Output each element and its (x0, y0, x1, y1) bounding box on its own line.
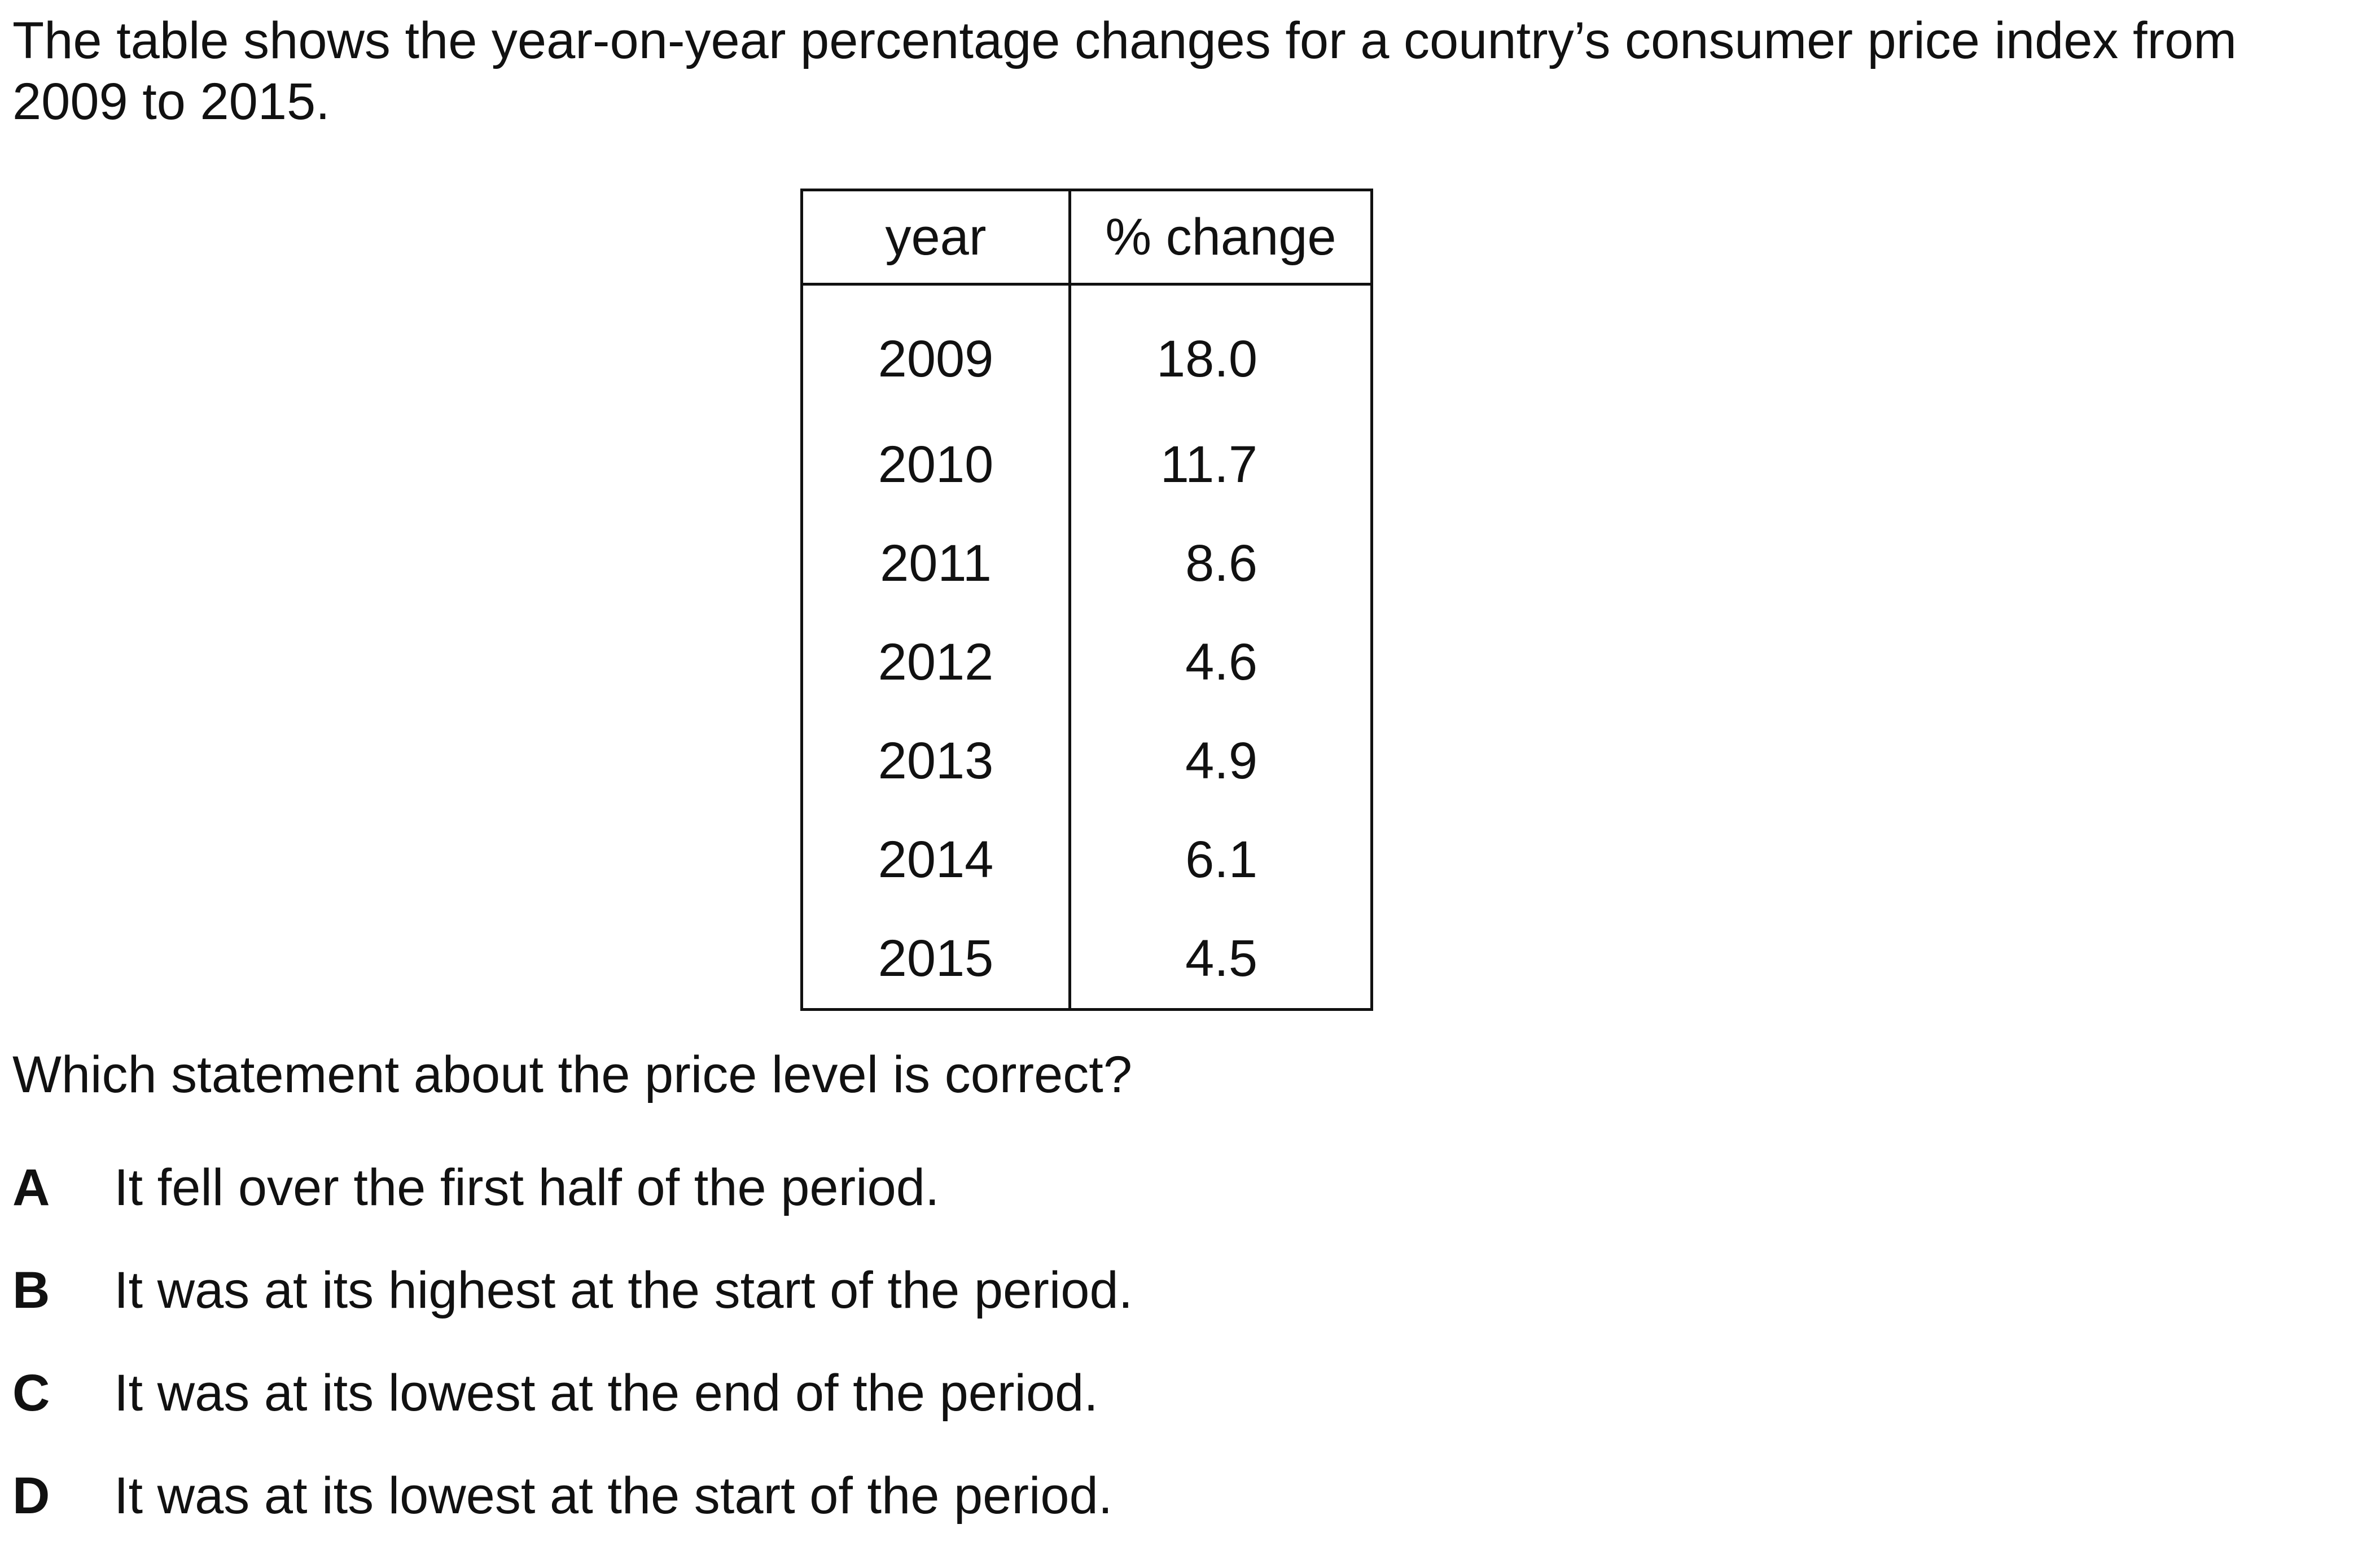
year-cell: 2012 (801, 613, 1071, 712)
year-cell: 2014 (801, 811, 1071, 909)
option-text: It was at its lowest at the end of the p… (114, 1364, 1098, 1422)
year-cell: 2009 (801, 284, 1071, 415)
change-cell: 4.9 (1185, 732, 1257, 790)
option-letter: B (12, 1262, 50, 1319)
table-row: 2010 11.7 (801, 415, 1372, 514)
year-column-header: year (801, 190, 1071, 286)
change-cell: 4.5 (1185, 930, 1257, 987)
option-b[interactable]: B It was at its highest at the start of … (12, 1260, 1133, 1363)
option-letter: D (12, 1467, 50, 1525)
change-cell: 4.6 (1185, 633, 1257, 691)
table-row: 2011 8.6 (801, 514, 1372, 613)
option-text: It was at its highest at the start of th… (114, 1262, 1133, 1319)
year-cell: 2013 (801, 712, 1071, 811)
table-row: 2014 6.1 (801, 811, 1372, 909)
question-prompt: Which statement about the price level is… (12, 1046, 1133, 1103)
cpi-change-table: year % change 2009 18.0 2010 11.7 2011 8… (800, 189, 1373, 1011)
option-text: It was at its lowest at the start of the… (114, 1467, 1113, 1525)
change-cell: 6.1 (1185, 831, 1257, 888)
option-letter: A (12, 1159, 50, 1216)
table-row: 2012 4.6 (801, 613, 1372, 712)
table-row: 2015 4.5 (801, 909, 1372, 1010)
table-header-row: year % change (801, 190, 1372, 286)
change-column-header: % change (1070, 190, 1372, 286)
change-cell: 8.6 (1185, 535, 1257, 592)
question-stem: The table shows the year-on-year percent… (12, 12, 2237, 130)
option-c[interactable]: C It was at its lowest at the end of the… (12, 1363, 1133, 1465)
option-a[interactable]: A It fell over the first half of the per… (12, 1157, 1133, 1260)
year-cell: 2011 (801, 514, 1071, 613)
table-row: 2013 4.9 (801, 712, 1372, 811)
table-row: 2009 18.0 (801, 284, 1372, 415)
change-cell: 18.0 (1156, 330, 1257, 388)
year-cell: 2010 (801, 415, 1071, 514)
option-letter: C (12, 1364, 50, 1422)
change-cell: 11.7 (1160, 436, 1257, 493)
year-cell: 2015 (801, 909, 1071, 1010)
option-d[interactable]: D It was at its lowest at the start of t… (12, 1465, 1133, 1568)
option-text: It fell over the first half of the perio… (114, 1159, 940, 1216)
answer-options: A It fell over the first half of the per… (12, 1157, 1133, 1568)
